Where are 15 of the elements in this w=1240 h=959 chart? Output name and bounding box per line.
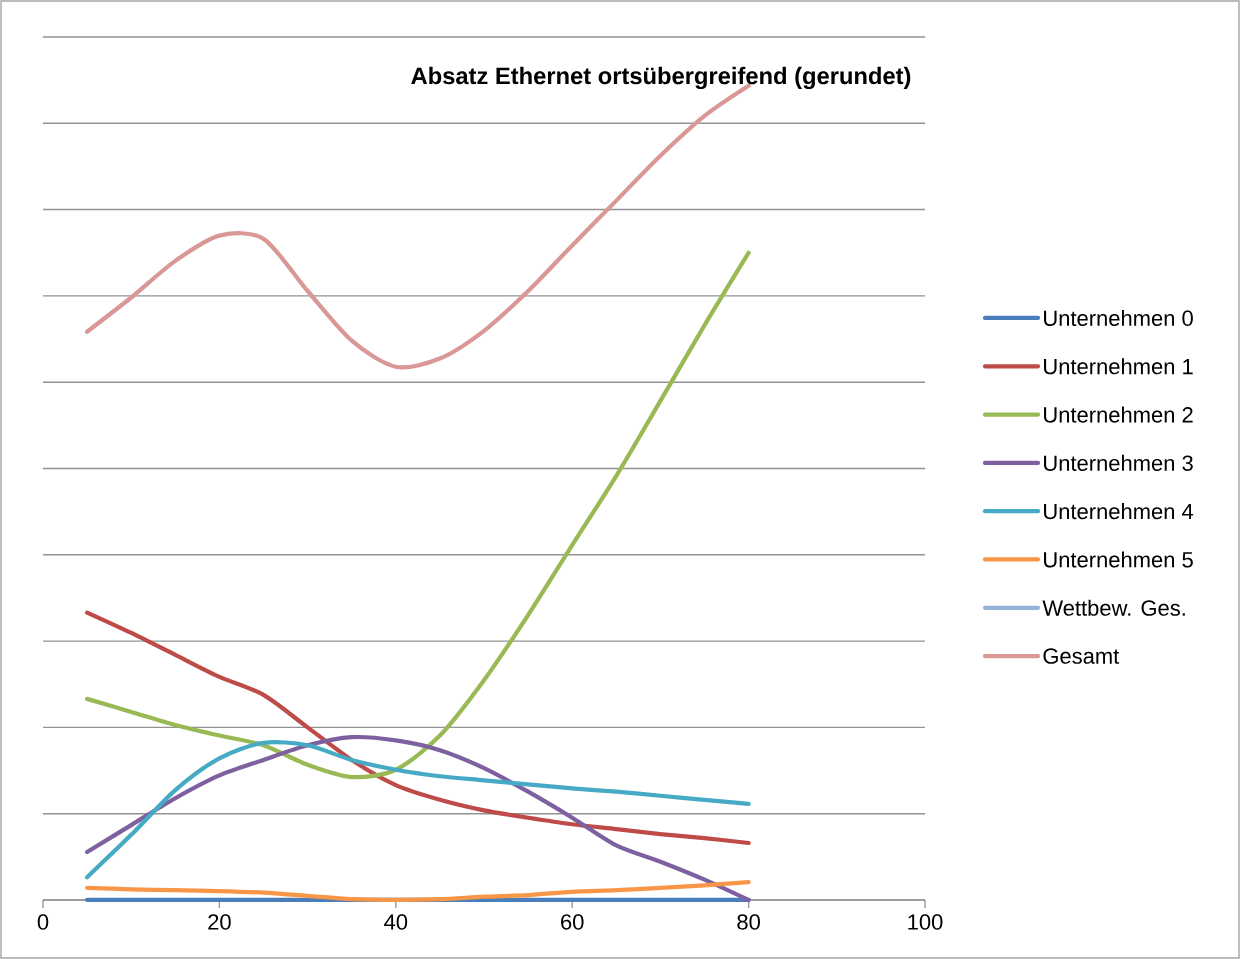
legend-label: Unternehmen 5: [1044, 551, 1193, 568]
legend-label: Unternehmen 0: [1044, 309, 1193, 327]
legend-label: Wettbew. Ges.: [1042, 599, 1185, 616]
legend-label: Unternehmen 3: [1044, 454, 1193, 471]
chart-title: Absatz Ethernet ortsübergreifend (gerundet): [411, 66, 911, 90]
x-tick-label: 100: [908, 914, 943, 930]
x-tick-label: 40: [384, 914, 408, 930]
legend-label: Unternehmen 1: [1044, 358, 1193, 375]
legend-label: Unternehmen 2: [1044, 406, 1193, 423]
legend-label: Unternehmen 4: [1044, 503, 1194, 520]
x-tick-label: 20: [208, 914, 231, 930]
x-tick-label: 0: [37, 914, 49, 930]
legend-label: Gesamt: [1043, 648, 1120, 664]
x-tick-label: 80: [737, 914, 760, 930]
x-tick-label: 60: [561, 914, 584, 930]
